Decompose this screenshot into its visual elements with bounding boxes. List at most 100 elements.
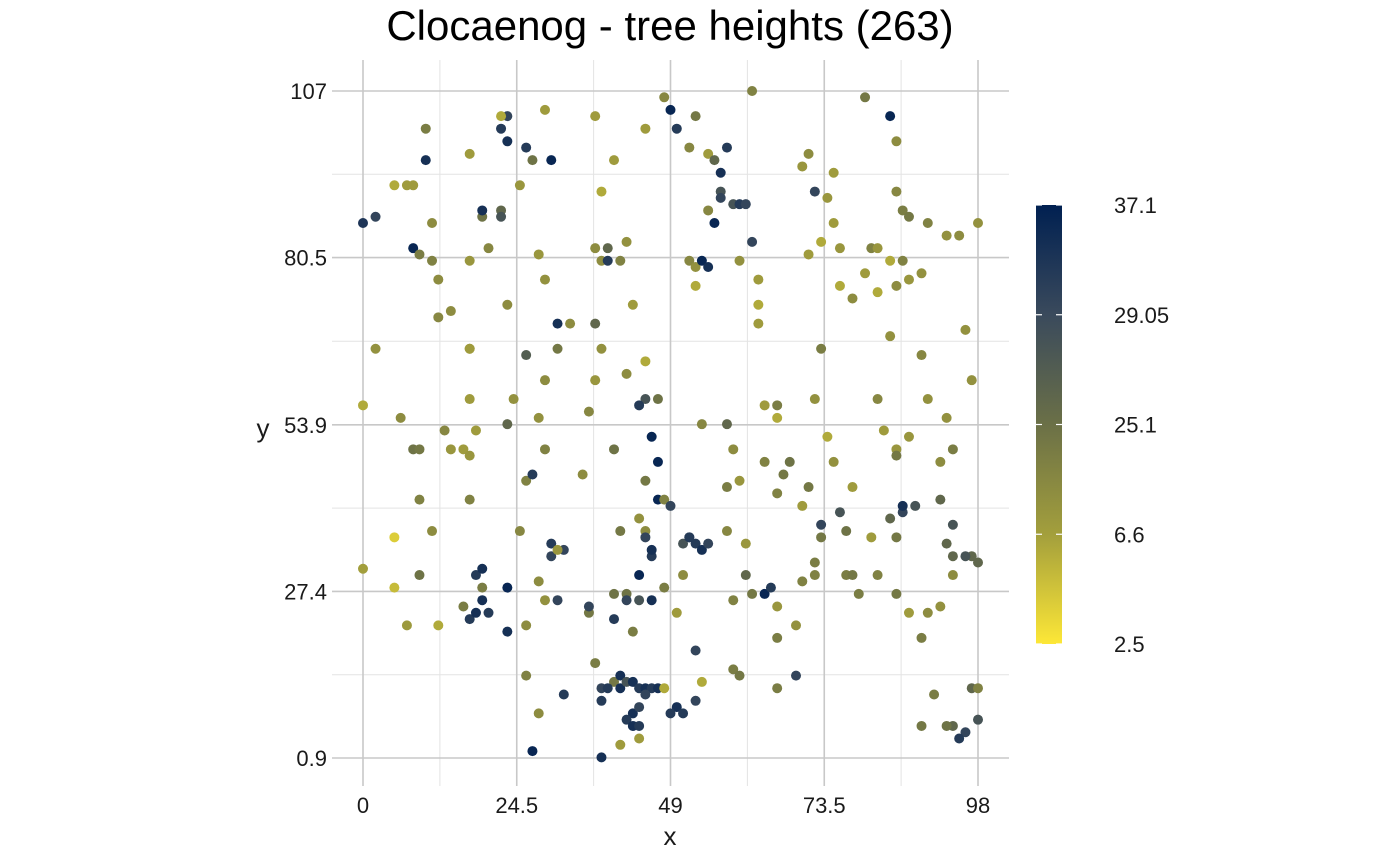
data-point — [634, 400, 645, 411]
data-point — [627, 676, 638, 687]
data-point — [941, 412, 952, 423]
data-point — [546, 551, 557, 562]
data-point — [590, 243, 601, 254]
data-point — [596, 343, 607, 354]
data-point — [615, 739, 626, 750]
data-point — [696, 419, 707, 430]
data-point — [772, 412, 783, 423]
plot-grid — [332, 60, 1009, 786]
data-point — [759, 456, 770, 467]
data-point — [514, 526, 525, 537]
data-point — [922, 394, 933, 405]
data-point — [703, 205, 714, 216]
data-point — [590, 375, 601, 386]
data-point — [903, 431, 914, 442]
data-point — [684, 532, 695, 543]
data-point — [740, 538, 751, 549]
data-point — [483, 607, 494, 618]
data-point — [634, 720, 645, 731]
data-points — [358, 86, 983, 763]
data-point — [872, 243, 883, 254]
data-point — [816, 532, 827, 543]
data-point — [866, 532, 877, 543]
data-point — [389, 582, 400, 593]
data-point — [552, 343, 563, 354]
colorbar-label: 25.1 — [1114, 413, 1157, 438]
y-tick-label: 0.9 — [296, 746, 327, 771]
data-point — [627, 626, 638, 637]
data-point — [816, 519, 827, 530]
data-point — [539, 444, 550, 455]
data-point — [684, 255, 695, 266]
data-point — [885, 255, 896, 266]
data-point — [445, 444, 456, 455]
data-point — [753, 274, 764, 285]
data-point — [533, 708, 544, 719]
data-point — [470, 425, 481, 436]
data-point — [414, 444, 425, 455]
chart-title: Clocaenog - tree heights (263) — [386, 2, 953, 49]
data-point — [615, 683, 626, 694]
data-point — [596, 695, 607, 706]
data-point — [634, 702, 645, 713]
data-point — [640, 356, 651, 367]
data-point — [527, 746, 538, 757]
data-point — [878, 425, 889, 436]
data-point — [860, 268, 871, 279]
data-point — [784, 456, 795, 467]
data-point — [747, 236, 758, 247]
data-point — [834, 507, 845, 518]
data-point — [508, 394, 519, 405]
data-point — [433, 620, 444, 631]
data-point — [458, 444, 469, 455]
data-point — [671, 702, 682, 713]
colorbar-ticks: 37.1 29.05 25.1 6.6 2.5 — [1036, 193, 1169, 657]
data-point — [634, 595, 645, 606]
data-point — [941, 538, 952, 549]
data-point — [809, 557, 820, 568]
data-point — [847, 293, 858, 304]
x-axis-ticks: 0 24.5 49 73.5 98 — [357, 793, 990, 818]
data-point — [772, 683, 783, 694]
data-point — [897, 500, 908, 511]
data-point — [640, 689, 651, 700]
data-point — [427, 255, 438, 266]
data-point — [671, 123, 682, 134]
data-point — [922, 607, 933, 618]
data-point — [753, 299, 764, 310]
data-point — [596, 186, 607, 197]
data-point — [891, 588, 902, 599]
data-point — [521, 142, 532, 153]
data-point — [715, 167, 726, 178]
data-point — [772, 400, 783, 411]
data-point — [389, 532, 400, 543]
data-point — [496, 211, 507, 222]
data-point — [696, 255, 707, 266]
data-point — [552, 595, 563, 606]
data-point — [565, 318, 576, 329]
data-point — [546, 538, 557, 549]
data-point — [464, 450, 475, 461]
data-point — [721, 419, 732, 430]
data-point — [897, 205, 908, 216]
data-point — [891, 136, 902, 147]
data-point — [703, 148, 714, 159]
data-point — [885, 331, 896, 342]
data-point — [772, 488, 783, 499]
data-point — [690, 695, 701, 706]
data-point — [797, 576, 808, 587]
y-tick-label: 53.9 — [284, 413, 327, 438]
data-point — [929, 689, 940, 700]
data-point — [728, 664, 739, 675]
data-point — [464, 394, 475, 405]
data-point — [646, 595, 657, 606]
colorbar-label: 2.5 — [1114, 632, 1145, 657]
data-point — [690, 111, 701, 122]
data-point — [847, 482, 858, 493]
data-point — [772, 632, 783, 643]
data-point — [539, 104, 550, 115]
data-point — [841, 526, 852, 537]
data-point — [709, 218, 720, 229]
data-point — [358, 218, 368, 229]
data-point — [809, 186, 820, 197]
